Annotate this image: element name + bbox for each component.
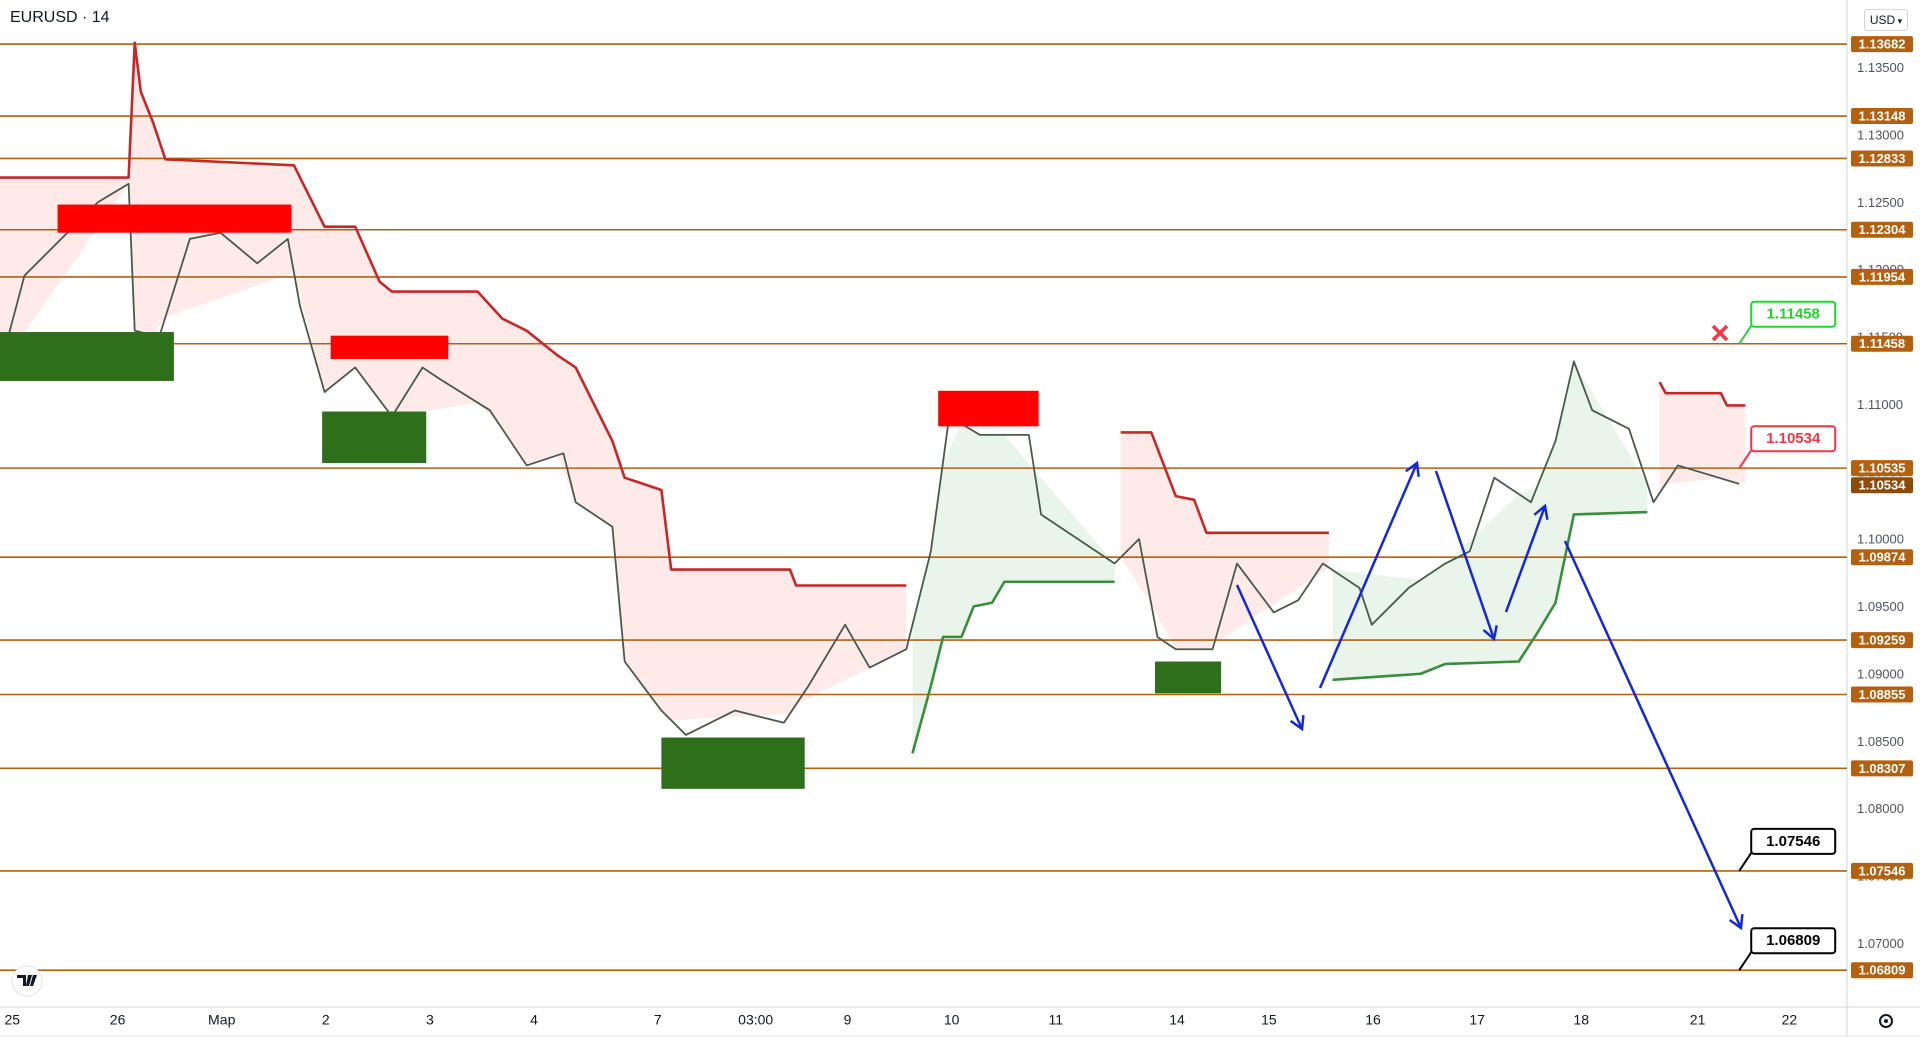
symbol-title: EURUSD · 14 (10, 9, 110, 26)
level-label: 1.11458 (1859, 336, 1905, 351)
x-tick-label: 03:00 (738, 1012, 773, 1028)
title-bar: EURUSD · 14 (10, 9, 110, 27)
y-tick-label: 1.08000 (1857, 801, 1904, 816)
level-label: 1.08855 (1859, 687, 1906, 702)
level-label-box (1851, 760, 1913, 777)
x-tick-label: 21 (1690, 1012, 1706, 1028)
level-label: 1.09259 (1859, 633, 1906, 648)
x-tick-label: 18 (1573, 1012, 1589, 1028)
price-tag: 1.11458 (1738, 300, 1837, 345)
level-label: 1.07546 (1859, 863, 1906, 878)
trend-fill (912, 361, 1648, 754)
last-price-box (1851, 477, 1913, 494)
y-tick-label: 1.11000 (1857, 397, 1903, 412)
x-tick-label: 22 (1782, 1012, 1798, 1028)
y-tick-label: 1.10000 (1857, 532, 1904, 547)
plot-area (0, 41, 1847, 972)
level-label-box (1851, 150, 1913, 167)
tag-label: 1.10534 (1766, 430, 1821, 447)
tag-box (1750, 827, 1837, 855)
level-label: 1.09874 (1859, 550, 1907, 565)
price-tag: 1.10534 (1738, 425, 1837, 469)
x-tick-label: 16 (1365, 1012, 1381, 1028)
tag-label: 1.07546 (1766, 833, 1820, 850)
y-tick-label: 1.13500 (1857, 60, 1904, 75)
level-label: 1.06809 (1859, 963, 1906, 978)
y-tick-label: 1.07000 (1857, 936, 1904, 951)
level-label: 1.13148 (1859, 108, 1906, 123)
zone (57, 204, 292, 233)
currency-button[interactable]: USD ▾ (1864, 9, 1908, 31)
level-label: 1.10535 (1859, 461, 1906, 476)
x-tick-label: 7 (654, 1012, 662, 1028)
x-tick-label: 9 (844, 1012, 852, 1028)
x-tick-label: 15 (1261, 1012, 1277, 1028)
y-tick-label: 1.08500 (1857, 734, 1904, 749)
zone (0, 332, 174, 381)
tag-connector (1738, 449, 1753, 469)
x-tick-label: 2 (322, 1012, 330, 1028)
y-tick-label: 1.09500 (1857, 599, 1904, 614)
level-label-box (1851, 460, 1913, 477)
level-label: 1.08307 (1859, 761, 1906, 776)
tag-connector (1738, 325, 1753, 345)
last-price-label: 1.10534 (1859, 478, 1907, 493)
level-label: 1.13682 (1859, 37, 1906, 52)
zone (330, 335, 449, 359)
y-tick-label: 1.09000 (1857, 666, 1904, 681)
y-tick-label: 1.13000 (1857, 127, 1904, 142)
tag-box (1750, 425, 1837, 453)
tag-box (1750, 300, 1837, 328)
x-tick-label: 14 (1169, 1012, 1185, 1028)
x-tick-label: 4 (530, 1012, 538, 1028)
level-label-box (1851, 221, 1913, 238)
zone (322, 411, 427, 464)
zone (1154, 661, 1222, 694)
currency-label: USD (1869, 13, 1896, 27)
trend-fill (0, 42, 1746, 721)
level-label-box (1851, 632, 1913, 649)
zone (661, 737, 805, 789)
price-tag: 1.06809 (1738, 927, 1837, 971)
zone (938, 390, 1039, 427)
price-tag: 1.07546 (1738, 827, 1837, 872)
x-tick-label: 25 (4, 1012, 20, 1028)
tag-label: 1.11458 (1767, 306, 1820, 323)
y-tick-label: 1.12500 (1857, 195, 1904, 210)
x-tick-label: 10 (944, 1012, 960, 1028)
x-tick-label: 26 (110, 1012, 126, 1028)
level-label-box (1851, 335, 1913, 352)
x-tick-label: 17 (1469, 1012, 1485, 1028)
supertrend-line (0, 41, 1746, 587)
level-label-box (1851, 686, 1913, 703)
level-label-box (1851, 268, 1913, 285)
x-tick-label: 3 (426, 1012, 434, 1028)
level-label-box (1851, 962, 1913, 979)
tag-label: 1.06809 (1766, 932, 1820, 949)
level-label-box (1851, 36, 1913, 53)
supertrend-line (911, 510, 1648, 754)
level-label-box (1851, 108, 1913, 125)
level-label: 1.12304 (1859, 222, 1907, 237)
x-tick-label: Мар (208, 1012, 236, 1028)
level-label: 1.11954 (1859, 269, 1906, 284)
x-tick-label: 11 (1049, 1012, 1064, 1028)
level-label-box (1851, 549, 1913, 566)
level-label-box (1851, 862, 1913, 879)
tag-connector (1738, 951, 1753, 971)
level-label: 1.12833 (1859, 151, 1906, 166)
tag-box (1750, 927, 1837, 955)
